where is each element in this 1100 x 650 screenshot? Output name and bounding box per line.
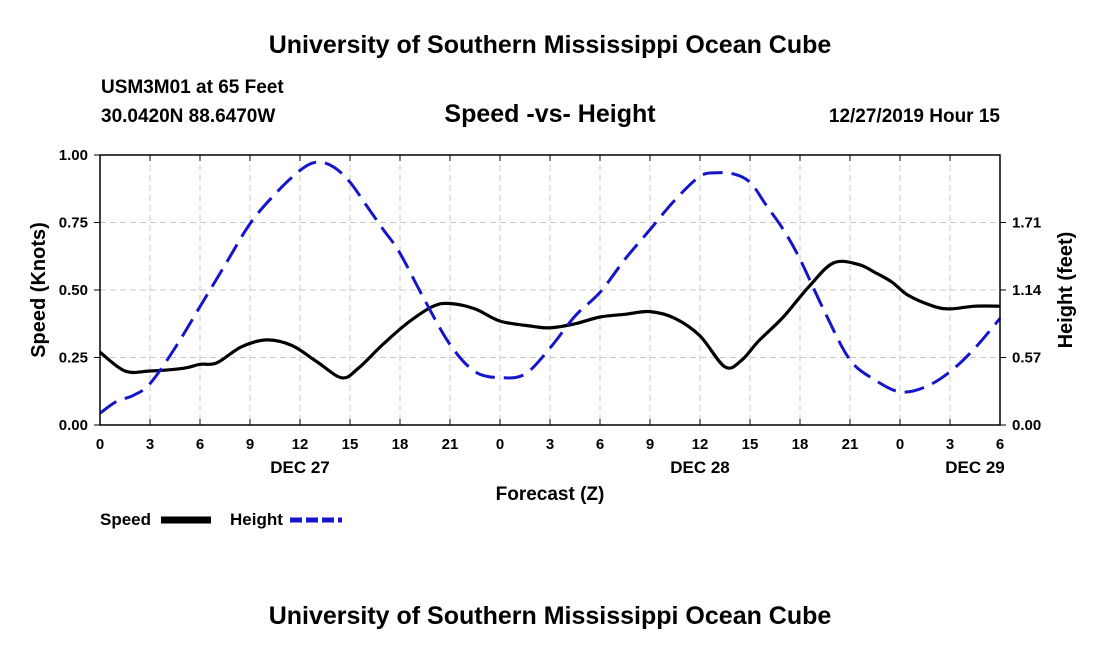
- grid-lines: [100, 155, 1000, 425]
- x-tick-label: 9: [246, 436, 254, 453]
- x-tick-label: 21: [442, 436, 459, 453]
- main-title: University of Southern Mississippi Ocean…: [268, 31, 832, 59]
- x-tick-label: 3: [546, 436, 554, 453]
- x-tick-label: 0: [96, 436, 104, 453]
- legend-label-speed: Speed: [100, 510, 151, 529]
- y-axis-label: Speed (Knots): [28, 222, 50, 358]
- x-tick-label: 18: [392, 436, 409, 453]
- x-tick-label: 3: [946, 436, 954, 453]
- x-tick-label: 12: [292, 436, 309, 453]
- y-tick-label: 0.75: [59, 215, 88, 232]
- footer-title: University of Southern Mississippi Ocean…: [268, 602, 832, 630]
- legend-label-height: Height: [230, 510, 283, 529]
- date-label: DEC 29: [945, 458, 1005, 477]
- x-tick-label: 9: [646, 436, 654, 453]
- x-tick-label: 3: [146, 436, 154, 453]
- date-label: DEC 28: [670, 458, 730, 477]
- x-tick-label: 6: [596, 436, 604, 453]
- y-tick-label: 0.00: [59, 417, 88, 434]
- y-tick-label: 0.25: [59, 350, 88, 367]
- series-layer: [98, 160, 1002, 415]
- date-label: DEC 27: [270, 458, 330, 477]
- y-tick-label: 0.50: [59, 282, 88, 299]
- x-tick-label: 6: [996, 436, 1004, 453]
- legend: Speed Height: [100, 510, 342, 529]
- coordinates-label: 30.0420N 88.6470W: [101, 106, 276, 127]
- axes: 0 3 6 9 12 15 18 21 0 3 6 9 12 15 18 21 0 3 6 0.00 0.25 0.50 0…: [59, 147, 1042, 477]
- x-tick-label: 18: [792, 436, 809, 453]
- x-tick-label: 21: [842, 436, 859, 453]
- chart-title: Speed -vs- Height: [444, 100, 656, 128]
- x-tick-label: 15: [342, 436, 359, 453]
- x-tick-label: 6: [196, 436, 204, 453]
- y-tick-label: 1.00: [59, 147, 88, 164]
- y2-tick-label: 1.71: [1012, 215, 1041, 232]
- x-axis-label: Forecast (Z): [496, 484, 605, 505]
- series-line-speed: [98, 259, 1001, 380]
- y2-tick-label: 0.00: [1012, 417, 1041, 434]
- series-line-height: [99, 160, 1002, 415]
- x-tick-label: 0: [496, 436, 504, 453]
- timestamp-label: 12/27/2019 Hour 15: [828, 106, 1000, 127]
- y2-tick-label: 0.57: [1012, 350, 1041, 367]
- y2-axis-label: Height (feet): [1055, 232, 1077, 349]
- x-tick-label: 0: [896, 436, 904, 453]
- station-label: USM3M01 at 65 Feet: [101, 77, 284, 98]
- x-tick-label: 12: [692, 436, 709, 453]
- x-tick-label: 15: [742, 436, 759, 453]
- y2-tick-label: 1.14: [1012, 282, 1042, 299]
